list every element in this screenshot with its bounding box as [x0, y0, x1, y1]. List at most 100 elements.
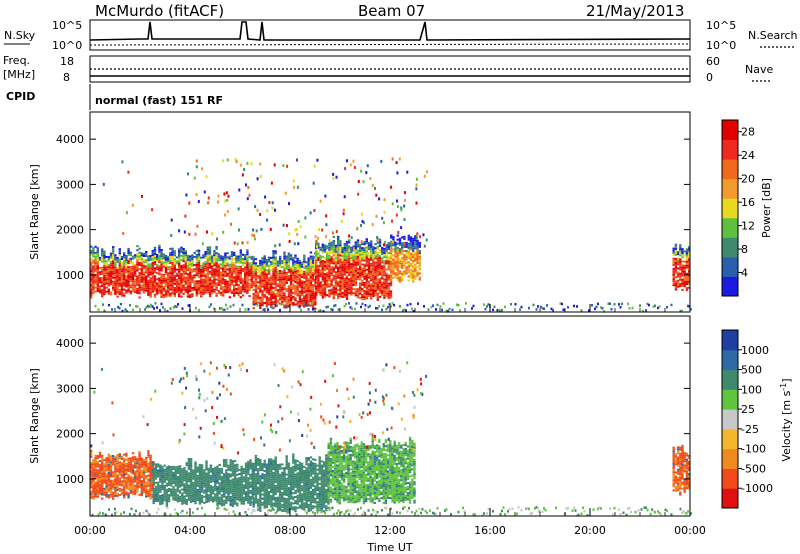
echo-cell: [145, 483, 148, 486]
noise-panel: N.Sky 10^5 10^0 10^5 10^0 N.Search: [4, 19, 798, 52]
echo-cell: [287, 254, 291, 257]
echo-cell: [161, 465, 164, 468]
echo-cell: [376, 280, 379, 283]
echo-cell: [127, 463, 130, 466]
echo-cell: [222, 261, 225, 264]
echo-cell: [242, 472, 246, 475]
echo-cell: [281, 300, 284, 303]
echo-cell: [175, 305, 178, 309]
echo-cell: [319, 263, 322, 266]
echo-cell: [374, 283, 377, 286]
echo-cell: [356, 257, 360, 260]
echo-cell: [359, 282, 362, 285]
echo-cell: [183, 473, 186, 476]
echo-cell: [240, 486, 243, 489]
echo-cell: [200, 470, 204, 473]
echo-cell: [90, 280, 93, 283]
echo-cell: [311, 263, 315, 266]
echo-cell: [409, 273, 413, 275]
echo-cell: [151, 485, 154, 488]
echo-cell: [311, 267, 315, 270]
echo-cell: [407, 257, 410, 260]
echo-cell: [244, 258, 247, 261]
echo-cell: [109, 291, 113, 294]
echo-cell: [207, 480, 210, 482]
echo-cell: [147, 468, 150, 471]
echo-cell: [398, 264, 402, 267]
echo-cell: [244, 470, 248, 473]
echo-cell: [244, 468, 248, 471]
echo-cell: [274, 250, 277, 253]
echo-cell: [372, 256, 375, 259]
echo-cell: [309, 255, 313, 258]
echo-cell: [314, 283, 317, 285]
echo-cell: [240, 484, 243, 487]
echo-cell: [378, 277, 382, 280]
echo-cell: [359, 243, 362, 246]
echo-cell: [350, 246, 353, 249]
echo-cell: [348, 280, 351, 283]
echo-cell: [238, 481, 241, 484]
echo-cell: [138, 261, 141, 264]
echo-cell: [112, 497, 115, 500]
echo-cell: [167, 286, 170, 289]
echo-cell: [287, 291, 291, 294]
echo-cell: [112, 262, 115, 265]
echo-cell: [679, 276, 682, 279]
echo-cell: [134, 268, 137, 271]
echo-cell: [334, 246, 338, 249]
echo-cell: [172, 465, 175, 468]
echo-cell: [315, 239, 318, 243]
echo-cell: [164, 256, 168, 259]
echo-cell: [233, 478, 237, 481]
echo-cell: [250, 282, 253, 285]
echo-cell: [679, 266, 682, 269]
echo-cell: [683, 283, 686, 286]
echo-cell: [298, 262, 302, 264]
echo-cell: [215, 260, 218, 263]
echo-cell: [189, 279, 192, 282]
echo-cell: [311, 280, 315, 283]
echo-cell: [354, 257, 357, 260]
echo-cell: [343, 291, 346, 294]
echo-cell: [263, 271, 266, 274]
echo-cell: [285, 296, 288, 299]
echo-cell: [226, 158, 229, 162]
echo-cell: [300, 275, 304, 278]
echo-cell: [354, 251, 357, 254]
echo-cell: [305, 267, 308, 270]
echo-cell: [156, 288, 159, 291]
echo-cell: [361, 219, 364, 223]
echo-cell: [239, 296, 242, 299]
echo-cell: [289, 303, 293, 306]
echo-cell: [376, 284, 379, 287]
echo-cell: [332, 284, 335, 287]
echo-cell: [186, 254, 190, 257]
echo-cell: [103, 463, 106, 466]
echo-cell: [123, 268, 126, 271]
echo-cell: [370, 285, 373, 288]
echo-cell: [215, 266, 218, 269]
echo-cell: [332, 262, 335, 265]
echo-cell: [107, 457, 110, 460]
echo-cell: [136, 289, 139, 292]
echo-cell: [103, 459, 106, 462]
echo-cell: [178, 491, 182, 494]
echo-cell: [414, 275, 417, 278]
echo-cell: [378, 265, 382, 268]
echo-cell: [398, 157, 401, 161]
echo-cell: [337, 266, 340, 269]
echo-cell: [222, 270, 225, 272]
echo-cell: [213, 258, 216, 261]
echo-cell: [367, 290, 371, 293]
echo-cell: [319, 265, 322, 268]
echo-cell: [192, 489, 195, 492]
echo-cell: [317, 265, 320, 267]
echo-cell: [389, 284, 393, 287]
echo-cell: [276, 283, 280, 285]
echo-cell: [192, 485, 195, 488]
echo-cell: [412, 247, 415, 250]
echo-cell: [118, 266, 121, 269]
echo-cell: [235, 277, 238, 280]
